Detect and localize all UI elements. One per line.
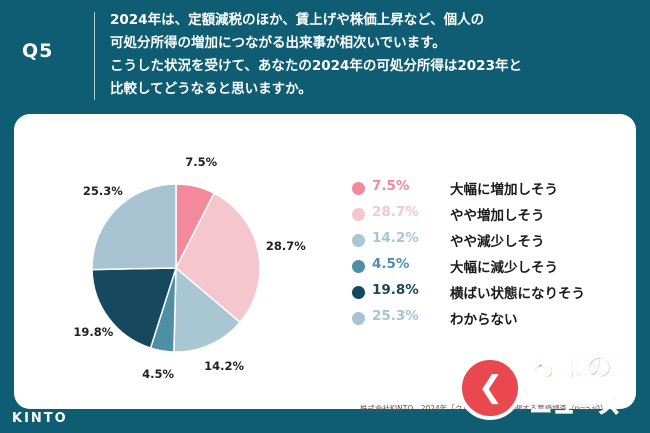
kinto-logo: KINTO <box>12 411 68 426</box>
question-line: 2024年は、定額減税のほか、賃上げや株価上昇など、個人の <box>110 12 485 28</box>
legend-item: 19.8% 横ばい状態になりそう <box>352 282 612 308</box>
legend-item: 25.3% わからない <box>352 308 612 334</box>
legend-percent: 4.5% <box>372 256 410 272</box>
legend-label: 大幅に減少しそう <box>450 260 558 276</box>
pie-slice <box>175 192 261 324</box>
legend-label: 大幅に増加しそう <box>450 182 558 198</box>
question-line: こうした状況を受けて、あなたの2024年の可処分所得は2023年と <box>110 58 522 74</box>
watermark-text: るまの <box>530 353 614 385</box>
legend-item: 4.5% 大幅に減少しそう <box>352 256 612 282</box>
question-line: 比較してどうなると思いますか。 <box>110 81 312 97</box>
legend-label: やや増加しそう <box>450 208 545 224</box>
pie-slice <box>173 266 242 353</box>
legend-swatch <box>352 208 365 221</box>
legend-swatch <box>352 182 365 195</box>
legend-swatch <box>352 260 365 273</box>
pie-slice <box>91 267 178 349</box>
legend-item: 14.2% やや減少しそう <box>352 230 612 256</box>
legend-swatch <box>352 234 365 247</box>
pie-slice-label: 28.7% <box>265 238 306 253</box>
legend-swatch <box>352 286 365 299</box>
header-divider <box>94 12 95 100</box>
legend-label: 横ばい状態になりそう <box>450 286 585 302</box>
legend-percent: 7.5% <box>372 178 410 194</box>
legend-percent: 19.8% <box>372 282 419 298</box>
legend-item: 28.7% やや増加しそう <box>352 204 612 230</box>
legend-item: 7.5% 大幅に増加しそう <box>352 178 612 204</box>
legend-label: やや減少しそう <box>450 234 545 250</box>
pie-slice-label: 19.8% <box>73 324 114 339</box>
legend-label: わからない <box>450 312 518 328</box>
question-line: 可処分所得の増加につながる出来事が相次いでいます。 <box>110 35 446 51</box>
pie-slice <box>91 183 177 271</box>
legend: 7.5% 大幅に増加しそう 28.7% やや増加しそう 14.2% やや減少しそ… <box>352 178 612 334</box>
chevron-left-icon: ❮ <box>478 370 504 405</box>
legend-percent: 14.2% <box>372 230 419 246</box>
legend-percent: 25.3% <box>372 308 419 324</box>
kurumanonews-watermark: ❮ るまの ニュース <box>458 346 648 432</box>
pie-slice-label: 14.2% <box>204 358 245 373</box>
question-header: Q5 2024年は、定額減税のほか、賃上げや株価上昇など、個人の 可処分所得の増… <box>0 0 650 112</box>
pie-slice-label: 4.5% <box>142 366 174 381</box>
pie-slice-label: 7.5% <box>185 154 218 169</box>
pie-slice-label: 25.3% <box>82 184 123 199</box>
question-text: 2024年は、定額減税のほか、賃上げや株価上昇など、個人の 可処分所得の増加につ… <box>110 9 640 101</box>
watermark-text: ニュース <box>530 394 621 420</box>
question-number: Q5 <box>22 40 54 62</box>
legend-swatch <box>352 312 365 325</box>
watermark-logo-icon <box>458 356 522 420</box>
legend-percent: 28.7% <box>372 204 419 220</box>
